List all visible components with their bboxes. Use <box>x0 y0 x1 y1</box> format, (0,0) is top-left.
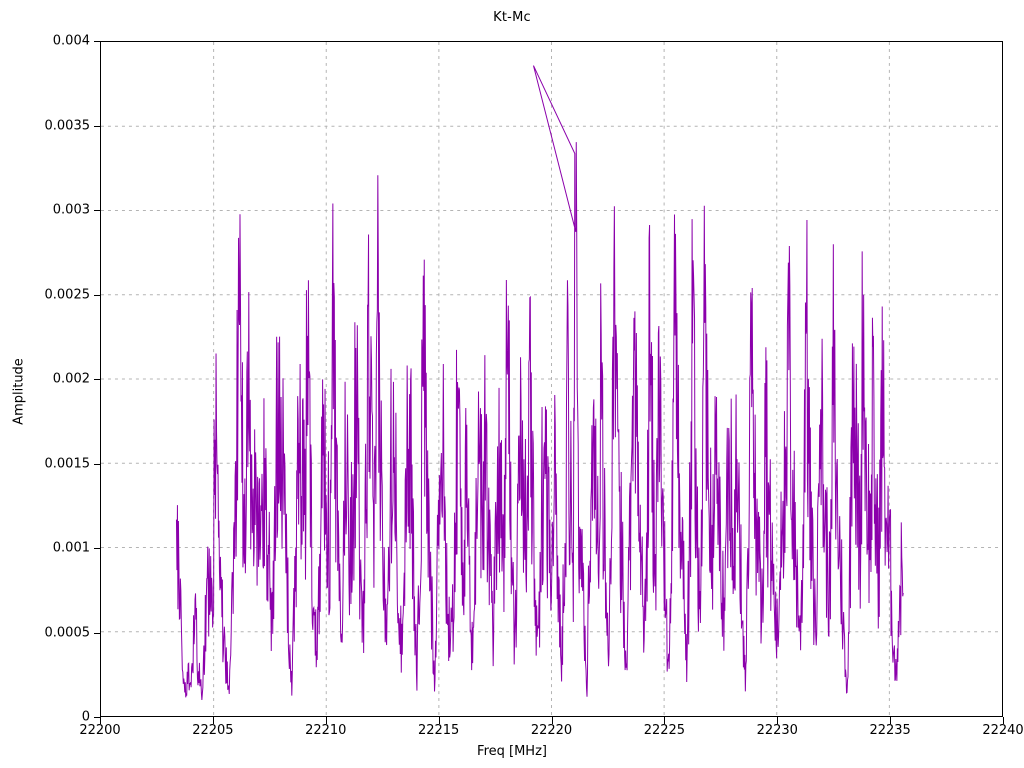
y-tick-label: 0.0015 <box>44 456 91 471</box>
x-tick-mark <box>890 717 892 724</box>
y-tick-label: 0.0005 <box>44 625 91 640</box>
y-tick-label: 0.003 <box>52 202 90 218</box>
y-tick-label: 0 <box>81 709 90 725</box>
y-tick-label: 0.001 <box>52 540 90 556</box>
y-axis-title: Amplitude <box>11 358 27 425</box>
chart-title: Kt-Mc <box>493 10 531 25</box>
x-tick-mark <box>777 717 779 724</box>
x-tick-label: 22210 <box>305 723 347 738</box>
plot-area <box>100 41 1003 717</box>
x-tick-mark <box>1003 717 1004 724</box>
y-tick-mark <box>94 717 101 718</box>
y-tick-mark <box>94 463 101 465</box>
x-tick-mark <box>551 717 553 724</box>
x-tick-label: 22200 <box>79 723 121 738</box>
x-axis-title: Freq [MHz] <box>477 744 547 759</box>
y-tick-mark <box>94 294 101 296</box>
y-tick-label: 0.004 <box>52 33 90 49</box>
y-tick-mark <box>94 548 101 549</box>
y-tick-mark <box>94 125 101 127</box>
y-tick-mark <box>94 41 101 42</box>
x-tick-label: 22235 <box>869 723 911 738</box>
x-tick-mark <box>100 717 101 724</box>
x-tick-label: 22225 <box>643 723 686 738</box>
y-tick-label: 0.002 <box>52 371 90 387</box>
x-tick-mark <box>212 717 214 724</box>
x-tick-label: 22215 <box>417 723 460 738</box>
y-tick-mark <box>94 379 101 380</box>
x-tick-label: 22205 <box>192 723 234 738</box>
y-tick-mark <box>94 632 101 634</box>
x-tick-label: 22230 <box>756 723 798 738</box>
grid-lines <box>101 42 1002 716</box>
y-tick-mark <box>94 210 101 211</box>
data-series-line <box>101 42 1002 716</box>
x-tick-mark <box>438 717 440 724</box>
x-tick-mark <box>664 717 666 724</box>
x-tick-label: 22240 <box>982 723 1024 738</box>
y-tick-label: 0.0025 <box>44 287 91 302</box>
y-tick-label: 0.0035 <box>44 118 91 133</box>
x-tick-label: 22220 <box>530 723 573 738</box>
x-tick-mark <box>325 717 327 724</box>
